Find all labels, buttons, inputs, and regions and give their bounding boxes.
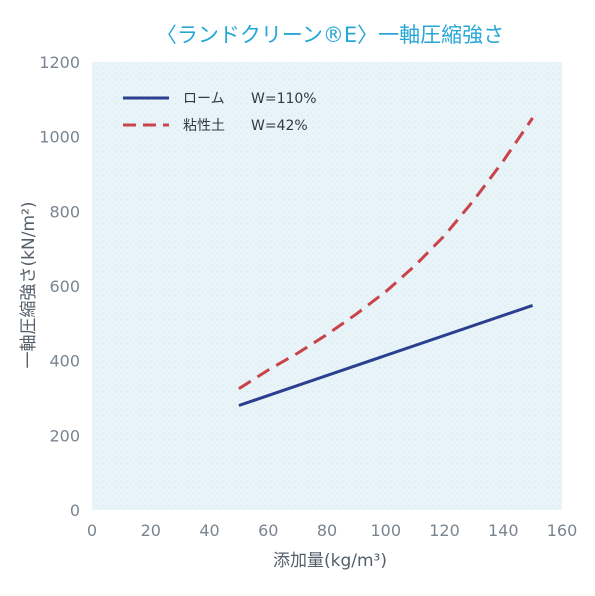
series-line-0 <box>238 303 534 407</box>
legend-condition-1: W=42% <box>251 118 308 134</box>
y-tick-label: 200 <box>49 426 80 445</box>
chart-title: 〈ランドクリーン®E〉一軸圧縮強さ <box>156 23 504 47</box>
y-tick-label: 400 <box>49 352 80 371</box>
series-layer <box>238 117 534 407</box>
y-axis-label: 一軸圧縮強さ(kN/m²) <box>19 202 39 369</box>
y-tick-label: 1200 <box>39 53 80 72</box>
y-tick-label: 0 <box>70 501 80 520</box>
x-tick-label: 80 <box>317 521 337 540</box>
y-tick-label: 600 <box>49 277 80 296</box>
x-tick-label: 40 <box>199 521 219 540</box>
legend-condition-0: W=110% <box>251 91 317 107</box>
x-tick-label: 100 <box>370 521 401 540</box>
x-tick-label: 140 <box>488 521 519 540</box>
x-tick-label: 60 <box>258 521 278 540</box>
legend-label-1: 粘性土 <box>183 118 225 134</box>
x-tick-label: 20 <box>141 521 161 540</box>
x-axis-ticks: 0 20 40 60 80 100 120 140 160 <box>87 521 577 540</box>
y-tick-label: 800 <box>49 202 80 221</box>
series-line-1 <box>238 117 534 390</box>
legend: ローム W=110% 粘性土 W=42% <box>123 91 317 134</box>
plot-area <box>92 62 562 510</box>
legend-label-0: ローム <box>183 91 225 107</box>
x-tick-label: 160 <box>547 521 578 540</box>
x-tick-label: 0 <box>87 521 97 540</box>
y-tick-label: 1000 <box>39 128 80 147</box>
x-axis-label: 添加量(kg/m³) <box>273 551 387 571</box>
y-axis-ticks: 0 200 400 600 800 1000 1200 <box>39 53 80 520</box>
x-tick-label: 120 <box>429 521 460 540</box>
